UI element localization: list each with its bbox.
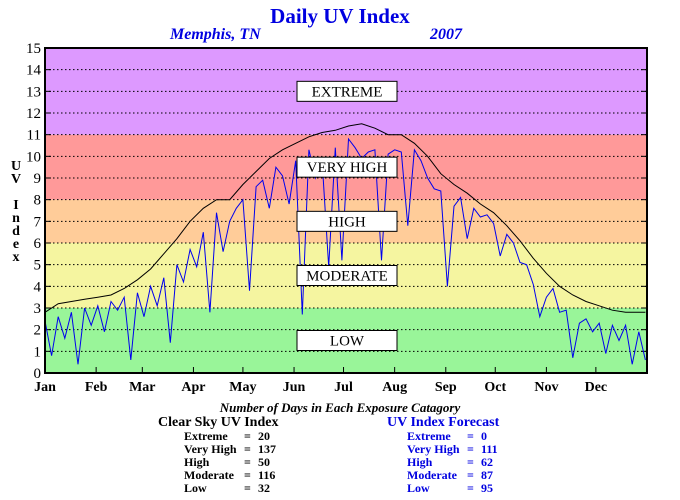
y-axis-label-char: x [12, 250, 20, 265]
clear-stat-label: High [184, 455, 210, 469]
y-axis-label-char: V [10, 172, 22, 187]
forecast-stat-eq: = [467, 468, 474, 482]
clear-stat-value: 20 [258, 429, 270, 443]
x-tick-label: Jan [34, 380, 56, 395]
x-tick-label: Jun [283, 380, 306, 395]
y-tick-label: 13 [26, 84, 41, 100]
y-tick-label: 9 [34, 171, 42, 187]
y-tick-label: 2 [34, 323, 42, 339]
clear-stat-eq: = [244, 442, 251, 456]
y-axis-label-char: U [10, 159, 22, 174]
forecast-stat-label: Low [407, 481, 430, 495]
forecast-stat-label: Very High [407, 442, 460, 456]
forecast-stat-value: 62 [481, 455, 493, 469]
clear-stat-value: 116 [258, 468, 276, 482]
clear-stat-row: Moderate = 116 [184, 468, 275, 483]
clear-stat-row: Extreme = 20 [184, 429, 270, 444]
x-tick-label: Oct [484, 380, 506, 395]
y-tick-label: 6 [34, 236, 42, 252]
y-tick-label: 5 [34, 258, 42, 274]
y-tick-label: 14 [26, 63, 42, 79]
forecast-stat-eq: = [467, 481, 474, 495]
y-tick-label: 15 [26, 41, 41, 57]
clear-stat-value: 32 [258, 481, 270, 495]
forecast-stat-value: 95 [481, 481, 493, 495]
clear-stat-label: Moderate [184, 468, 234, 482]
band-label-moderate: MODERATE [306, 269, 388, 285]
x-tick-label: Dec [585, 380, 608, 395]
x-tick-label: Apr [181, 380, 205, 395]
band-label-box [296, 156, 398, 178]
clear-stat-eq: = [244, 468, 251, 482]
x-tick-label: Feb [85, 380, 108, 395]
band-label-box [296, 330, 398, 351]
clear-stat-label: Low [184, 481, 207, 495]
y-axis-label-char: d [12, 224, 20, 239]
clear-stat-row: High = 50 [184, 455, 270, 470]
clear-sky-series-line [44, 123, 646, 313]
y-tick-label: 10 [26, 149, 41, 165]
forecast-stat-row: High = 62 [407, 455, 493, 470]
forecast-stat-eq: = [467, 442, 474, 456]
band-label-high: HIGH [328, 214, 366, 230]
band-label-extreme: EXTREME [312, 84, 383, 100]
plot-frame [44, 47, 648, 374]
clear-stat-eq: = [244, 455, 251, 469]
forecast-stat-row: Low = 95 [407, 481, 493, 496]
forecast-stat-eq: = [467, 429, 474, 443]
stats-title: Number of Days in Each Exposure Catagory [219, 400, 461, 415]
y-tick-label: 1 [34, 344, 42, 360]
forecast-stat-eq: = [467, 455, 474, 469]
clear-stat-value: 137 [258, 442, 276, 456]
forecast-stat-label: High [407, 455, 433, 469]
band-label-box [296, 210, 398, 232]
forecast-stat-value: 0 [481, 429, 487, 443]
clear-stat-label: Very High [184, 442, 237, 456]
year-label: 2007 [430, 26, 462, 43]
band-label-box [296, 80, 398, 102]
x-tick-label: Sep [435, 380, 457, 395]
chart-title: Daily UV Index [270, 4, 410, 28]
band-label-low: LOW [330, 334, 365, 350]
clear-stat-label: Extreme [184, 429, 228, 443]
forecast-stat-value: 87 [481, 468, 493, 482]
forecast-stat-row: Moderate = 87 [407, 468, 493, 483]
forecast-stat-label: Extreme [407, 429, 451, 443]
x-tick-label: Aug [382, 380, 407, 395]
forecast-stat-row: Very High = 111 [407, 442, 498, 457]
forecast-stat-value: 111 [481, 442, 498, 456]
forecast-stat-row: Extreme = 0 [407, 429, 487, 444]
band-label-box [296, 265, 398, 286]
clear-stat-value: 50 [258, 455, 270, 469]
clear-stat-eq: = [244, 429, 251, 443]
y-axis-label-char: e [12, 237, 20, 252]
y-tick-label: 12 [26, 106, 41, 122]
x-tick-label: Jul [334, 380, 353, 395]
forecast-heading: UV Index Forecast [387, 415, 500, 430]
x-tick-label: May [229, 380, 256, 395]
y-tick-label: 8 [34, 193, 42, 209]
y-axis-label-char: I [13, 198, 19, 213]
forecast-series-line [44, 137, 646, 365]
y-tick-label: 0 [34, 366, 42, 382]
y-tick-label: 3 [34, 301, 42, 317]
clear-sky-heading: Clear Sky UV Index [158, 415, 279, 430]
band-label-very_high: VERY HIGH [307, 160, 388, 176]
y-tick-label: 11 [27, 128, 41, 144]
y-tick-label: 7 [34, 214, 42, 230]
forecast-stat-label: Moderate [407, 468, 457, 482]
location-label: Memphis, TN [170, 26, 261, 43]
clear-stat-eq: = [244, 481, 251, 495]
x-tick-label: Nov [534, 380, 558, 395]
clear-stat-row: Very High = 137 [184, 442, 276, 457]
y-axis-label-char: n [12, 211, 20, 226]
x-tick-label: Mar [129, 380, 155, 395]
clear-stat-row: Low = 32 [184, 481, 270, 496]
y-tick-label: 4 [34, 279, 42, 295]
